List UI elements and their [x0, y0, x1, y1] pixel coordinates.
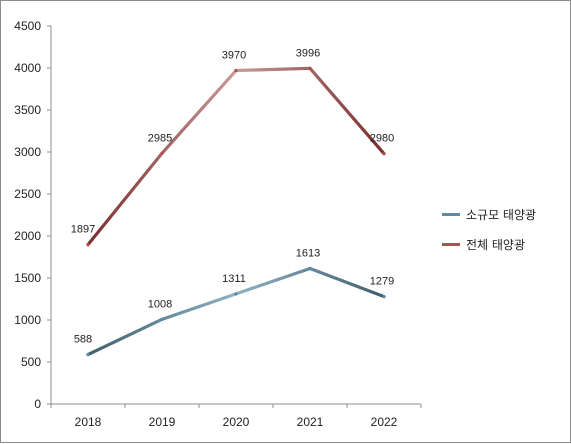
legend-item-small-solar: 소규모 태양광: [442, 199, 536, 229]
series-line-2: [86, 66, 386, 247]
data-point: [382, 152, 386, 156]
y-tick-label: 1500: [14, 271, 41, 285]
legend-label-small-solar: 소규모 태양광: [466, 207, 537, 222]
legend-item-total-solar: 전체 태양광: [442, 229, 536, 259]
y-tick-label: 4500: [14, 19, 41, 33]
data-label: 2980: [370, 133, 394, 145]
data-label: 1279: [370, 276, 394, 288]
x-tick-label: 2021: [297, 415, 324, 429]
y-tick-label: 500: [21, 355, 41, 369]
data-point: [160, 317, 164, 321]
data-point: [160, 151, 164, 155]
data-point: [234, 292, 238, 296]
data-label: 3970: [222, 50, 246, 62]
data-label: 1897: [71, 224, 95, 236]
x-tick-label: 2018: [75, 415, 102, 429]
y-tick-label: 1000: [14, 313, 41, 327]
data-label: 1008: [148, 298, 172, 310]
data-label: 588: [74, 334, 92, 346]
data-point: [308, 66, 312, 70]
x-tick-label: 2020: [223, 415, 250, 429]
legend-swatch-total-solar: [442, 242, 460, 246]
data-point: [382, 294, 386, 299]
y-tick-label: 2500: [14, 187, 41, 201]
data-point: [86, 353, 90, 357]
legend-label-total-solar: 전체 태양광: [466, 237, 526, 252]
y-tick-label: 3500: [14, 103, 41, 117]
y-tick-label: 2000: [14, 229, 41, 243]
y-tick-label: 0: [34, 397, 41, 411]
data-label: 1613: [296, 248, 320, 260]
data-label: 3996: [296, 47, 320, 59]
y-tick-label: 4000: [14, 61, 41, 75]
data-label: 2985: [148, 132, 172, 144]
data-label: 1311: [222, 273, 246, 285]
data-point: [86, 243, 90, 247]
y-tick-label: 3000: [14, 145, 41, 159]
data-point: [308, 266, 312, 271]
legend-swatch-small-solar: [442, 212, 460, 216]
x-tick-label: 2019: [149, 415, 176, 429]
chart-legend: 소규모 태양광 전체 태양광: [442, 199, 536, 259]
data-point: [234, 68, 238, 73]
x-tick-label: 2022: [371, 415, 398, 429]
